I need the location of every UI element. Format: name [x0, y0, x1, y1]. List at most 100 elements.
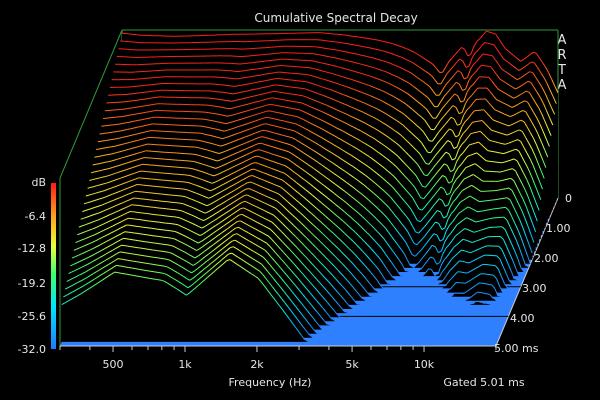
decay-slice-segment	[398, 87, 402, 91]
decay-slice-segment	[448, 240, 453, 245]
decay-slice-segment	[272, 231, 277, 236]
decay-slice-segment	[114, 216, 118, 220]
decay-slice-segment	[379, 175, 384, 179]
decay-slice-segment	[368, 199, 372, 204]
decay-slice-segment	[301, 314, 306, 319]
decay-slice-segment	[285, 244, 290, 249]
decay-slice-segment	[329, 230, 334, 234]
decay-slice-segment	[314, 215, 319, 220]
decay-slice-segment	[551, 79, 556, 87]
decay-slice-segment	[233, 170, 238, 174]
decay-slice-segment	[422, 185, 426, 188]
decay-slice-segment	[148, 241, 152, 244]
decay-slice-segment	[273, 132, 277, 135]
decay-slice-segment	[290, 240, 294, 245]
decay-slice-segment	[234, 239, 239, 243]
decay-slice-segment	[449, 85, 454, 90]
decay-slice-segment	[146, 262, 150, 265]
decay-slice-segment	[263, 157, 267, 160]
decay-slice-segment	[256, 112, 261, 115]
decay-slice-segment	[306, 218, 311, 222]
decay-slice-segment	[394, 240, 399, 246]
decay-slice-segment	[438, 223, 443, 230]
decay-slice-segment	[421, 206, 426, 211]
decay-slice-segment	[500, 236, 504, 240]
decay-slice-segment	[104, 246, 108, 250]
decay-slice-segment	[69, 277, 74, 281]
decay-slice-segment	[382, 121, 386, 125]
decay-slice-segment	[496, 74, 501, 80]
decay-slice-segment	[454, 149, 459, 159]
decay-slice-segment	[112, 179, 116, 182]
decay-slice-segment	[126, 107, 130, 110]
decay-slice-segment	[245, 253, 250, 257]
decay-slice-segment	[210, 119, 214, 122]
decay-slice-segment	[363, 184, 368, 188]
decay-slice-segment	[239, 124, 244, 127]
decay-slice-segment	[307, 74, 312, 76]
decay-slice-segment	[354, 300, 358, 305]
decay-slice-segment	[154, 103, 158, 105]
decay-slice-segment	[477, 256, 482, 259]
decay-slice-segment	[212, 200, 217, 204]
decay-slice-segment	[407, 70, 412, 74]
decay-slice-segment	[320, 77, 324, 80]
decay-slice-segment	[280, 105, 284, 108]
decay-slice-segment	[407, 179, 412, 184]
decay-slice-segment	[193, 161, 198, 163]
decay-slice-segment	[138, 163, 143, 166]
decay-slice-segment	[466, 106, 471, 111]
decay-slice-segment	[190, 175, 194, 178]
decay-slice-segment	[438, 89, 443, 96]
decay-slice-segment	[455, 194, 460, 200]
decay-slice-segment	[489, 139, 493, 142]
decay-slice-segment	[136, 275, 140, 277]
decay-slice-segment	[354, 71, 359, 73]
decay-slice-segment	[254, 220, 258, 223]
decay-slice-segment	[91, 220, 95, 223]
decay-slice-segment	[106, 153, 111, 156]
decay-slice-segment	[477, 273, 482, 277]
decay-slice-segment	[197, 265, 202, 269]
decay-slice-segment	[442, 66, 447, 73]
decay-slice-segment	[337, 91, 341, 94]
decay-slice-segment	[296, 246, 301, 251]
decay-slice-segment	[133, 184, 138, 187]
decay-slice-segment	[304, 88, 308, 91]
decay-slice-segment	[384, 145, 389, 149]
decay-slice-segment	[126, 211, 131, 214]
decay-slice-segment	[88, 267, 93, 271]
decay-slice-segment	[182, 292, 187, 296]
decay-slice-segment	[279, 305, 284, 311]
decay-slice-segment	[343, 179, 347, 184]
decay-slice-segment	[448, 181, 453, 184]
decay-slice-segment	[399, 45, 403, 48]
decay-slice-segment	[359, 225, 364, 230]
decay-slice-segment	[374, 205, 379, 209]
decay-slice-segment	[177, 256, 181, 259]
decay-slice-segment	[413, 146, 417, 151]
decay-slice-segment	[380, 40, 384, 42]
decay-slice-segment	[526, 54, 531, 58]
decay-slice-segment	[387, 193, 391, 198]
decay-slice-segment	[183, 188, 187, 191]
decay-slice-segment	[281, 213, 285, 217]
decay-slice-segment	[532, 72, 537, 78]
decay-slice-segment	[218, 208, 223, 212]
decay-slice-segment	[189, 190, 194, 193]
decay-slice-segment	[404, 114, 408, 118]
decay-slice-segment	[66, 293, 70, 296]
decay-slice-segment	[339, 294, 344, 300]
decay-slice-segment	[157, 257, 161, 259]
decay-slice-segment	[185, 196, 189, 199]
decay-slice-segment	[393, 176, 398, 181]
decay-slice-segment	[268, 219, 272, 223]
decay-slice-segment	[450, 209, 455, 215]
decay-slice-segment	[251, 257, 256, 261]
decay-slice-segment	[269, 228, 274, 233]
decay-slice-segment	[314, 116, 319, 119]
decay-slice-segment	[515, 170, 520, 178]
decay-slice-segment	[282, 241, 286, 246]
decay-slice-segment	[245, 147, 249, 150]
decay-slice-segment	[321, 232, 326, 237]
